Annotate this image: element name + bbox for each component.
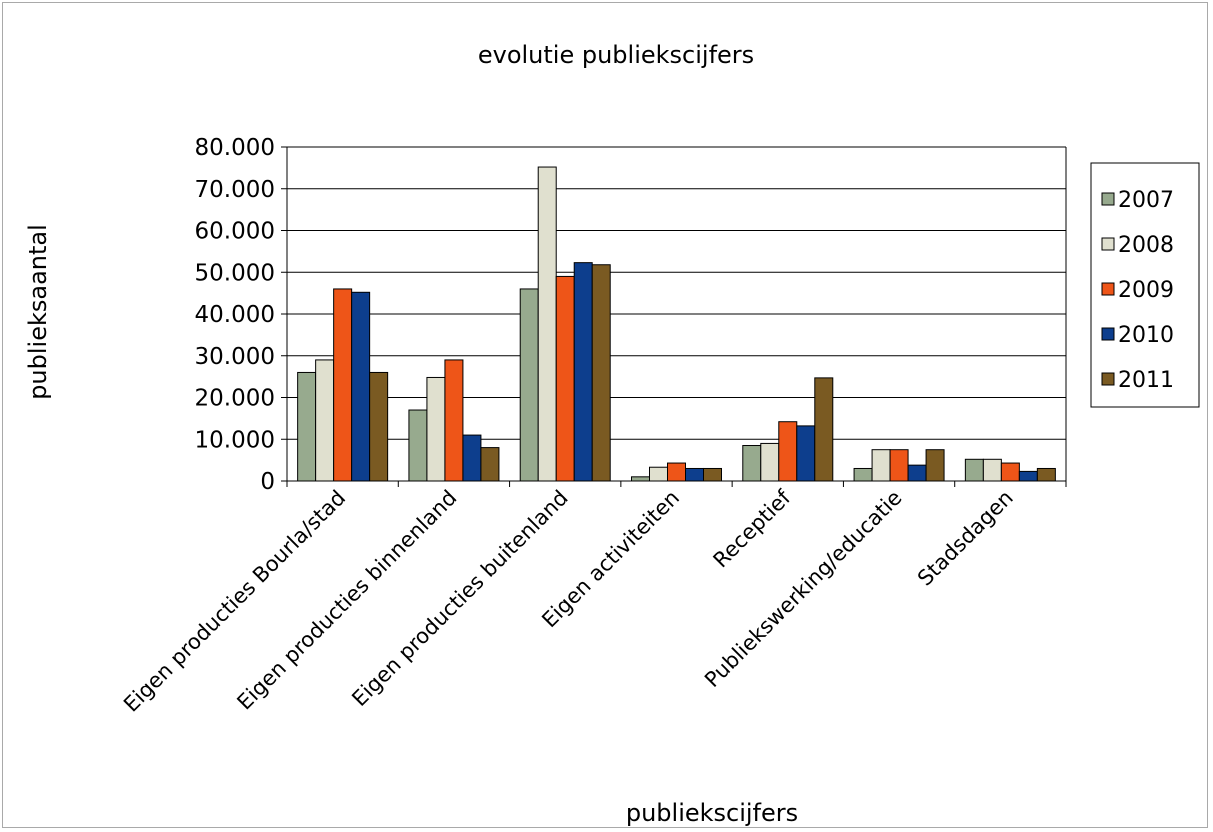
bar-2009 — [778, 421, 798, 482]
x-category-label: Receptief — [709, 485, 796, 572]
y-tick-label: 30.000 — [195, 344, 275, 370]
bar-2008 — [315, 359, 335, 482]
bar-2011 — [703, 467, 722, 482]
legend-label: 2007 — [1118, 188, 1174, 213]
gridlines — [287, 146, 1066, 440]
legend-label: 2010 — [1118, 323, 1174, 348]
bar-2011 — [1036, 467, 1056, 482]
bar-2010 — [907, 464, 927, 482]
bar-2007 — [519, 288, 539, 482]
legend-swatch — [1101, 192, 1115, 206]
bar-2010 — [685, 467, 704, 482]
bar-2010 — [1018, 470, 1038, 482]
bar-2007 — [408, 409, 428, 482]
bar-2007 — [964, 458, 984, 482]
legend-label: 2009 — [1118, 278, 1174, 303]
bar-2008 — [982, 458, 1002, 482]
bar-2008 — [760, 442, 780, 482]
bar-2007 — [742, 445, 762, 482]
bar-2007 — [631, 476, 650, 482]
bar-2008 — [871, 449, 891, 482]
bar-2010 — [573, 262, 593, 482]
bar-2009 — [333, 288, 353, 482]
y-tick-label: 10.000 — [195, 427, 275, 453]
bar-2010 — [351, 291, 371, 482]
legend-swatch — [1101, 372, 1115, 386]
y-tick-label: 40.000 — [195, 302, 275, 328]
x-category-label: Stadsdagen — [913, 486, 1018, 591]
x-axis-title: publiekscijfers — [626, 799, 798, 827]
x-category-label: Eigen producties binnenland — [232, 486, 461, 715]
bar-2007 — [853, 467, 873, 482]
y-tick-label: 20.000 — [195, 386, 275, 412]
legend-label: 2008 — [1118, 233, 1174, 258]
x-category-label: Publiekswerking/educatie — [700, 486, 906, 692]
bars — [297, 166, 1056, 482]
bar-2011 — [369, 371, 389, 482]
bar-2007 — [297, 371, 317, 482]
chart-title: evolutie publiekscijfers — [478, 41, 754, 69]
axes — [286, 147, 1067, 487]
bar-2011 — [814, 377, 834, 482]
bar-2009 — [444, 359, 464, 482]
bar-2008 — [537, 166, 557, 482]
y-tick-label: 60.000 — [195, 219, 275, 245]
bar-2011 — [925, 449, 945, 482]
bar-2009 — [889, 449, 909, 482]
y-tick-label: 70.000 — [195, 177, 275, 203]
bar-2008 — [649, 466, 668, 482]
bar-2010 — [796, 425, 816, 482]
legend-swatch — [1101, 327, 1115, 341]
bar-2009 — [1000, 462, 1020, 482]
legend-swatch — [1101, 237, 1115, 251]
legend-swatch — [1101, 282, 1115, 296]
legend-label: 2011 — [1118, 368, 1174, 393]
bar-2009 — [555, 275, 575, 482]
bar-2011 — [480, 447, 500, 482]
y-tick-label: 50.000 — [195, 260, 275, 286]
y-tick-label: 0 — [260, 469, 275, 495]
legend: 2007 2008 2009 2010 2011 — [1090, 162, 1200, 408]
bar-2008 — [426, 376, 446, 482]
y-axis-title: publieksaantal — [24, 224, 52, 400]
x-category-label: Eigen producties Bourla/stad — [119, 486, 350, 717]
y-axis-ticks: 0 10.000 20.000 30.000 40.000 50.000 60.000 70.… — [195, 135, 287, 495]
bar-2009 — [667, 462, 686, 482]
y-tick-label: 80.000 — [195, 135, 275, 161]
bar-2011 — [591, 264, 611, 482]
x-category-label: Eigen producties buitenland — [347, 486, 572, 711]
bar-2010 — [462, 434, 482, 482]
